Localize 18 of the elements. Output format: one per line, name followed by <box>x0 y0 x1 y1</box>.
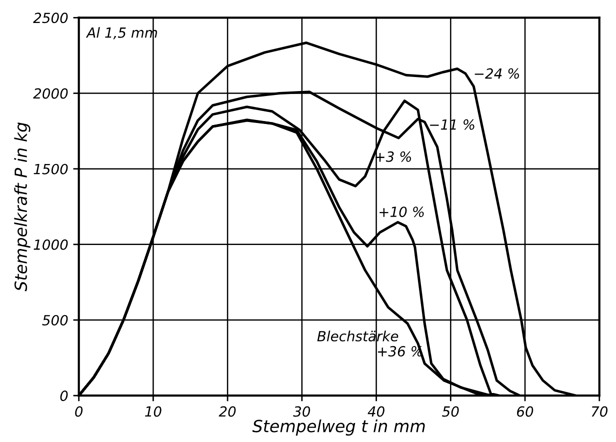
y-tick-label: 1500 <box>34 164 68 174</box>
x-tick-label: 20 <box>218 406 236 417</box>
x-tick-label: 40 <box>368 406 384 417</box>
series-label: −24 % <box>474 68 520 79</box>
x-tick-label: 30 <box>293 406 310 417</box>
y-axis-title: Stempelkraft P in kg <box>14 122 30 292</box>
y-tick-label: 500 <box>42 314 68 326</box>
x-tick-label: 60 <box>517 406 534 417</box>
y-tick-label: 0 <box>60 390 68 402</box>
x-tick-label: 10 <box>145 406 162 417</box>
x-tick-label: 50 <box>442 406 459 417</box>
y-tick-label: 1000 <box>34 239 68 250</box>
series-label: +10 % <box>380 206 424 218</box>
x-axis-title: Stempelweg t in mm <box>252 419 425 436</box>
y-tick-label: 2000 <box>33 88 68 99</box>
y-tick-label: 2500 <box>33 12 68 24</box>
x-tick-label: 0 <box>75 406 83 417</box>
x-tick-label: 70 <box>592 406 608 417</box>
